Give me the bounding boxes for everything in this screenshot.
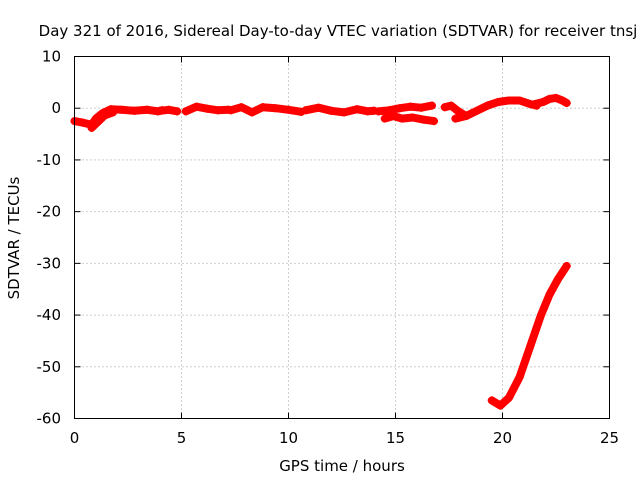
series-arc-12: [487, 261, 571, 410]
series-arc-2: [87, 108, 117, 132]
data-point: [408, 113, 417, 122]
data-point: [487, 396, 496, 405]
data-point: [226, 106, 235, 115]
x-tick-label: 0: [70, 429, 80, 447]
data-point: [515, 373, 524, 382]
data-point: [130, 106, 139, 115]
data-point: [248, 108, 257, 117]
data-point: [94, 117, 103, 126]
data-point: [427, 101, 436, 110]
x-tick-label: 15: [386, 429, 405, 447]
data-point: [539, 98, 548, 107]
x-tick-label: 25: [600, 429, 619, 447]
y-tick-label: -30: [37, 254, 62, 272]
y-tick-label: 10: [42, 48, 61, 66]
data-point: [537, 311, 546, 320]
chart-title: Day 321 of 2016, Sidereal Day-to-day VTE…: [39, 22, 638, 40]
data-point: [389, 111, 398, 120]
axis-ticks: 0 5 10 15 20 25 10 0 -10 -20 -30 -40 -50 -60: [37, 48, 620, 448]
data-point: [385, 106, 394, 115]
data-point: [271, 104, 280, 113]
data-point: [192, 102, 201, 111]
data-point: [173, 107, 182, 116]
series-arc-1: [70, 105, 167, 129]
y-tick-label: -40: [37, 306, 62, 324]
data-point: [314, 103, 323, 112]
y-tick-label: -60: [37, 410, 62, 428]
data-point: [181, 107, 190, 116]
data-point: [504, 96, 513, 105]
data-point: [554, 274, 563, 283]
data-point: [213, 106, 222, 115]
plot-frame: [74, 56, 610, 419]
y-tick-label: -10: [37, 151, 62, 169]
data-point: [530, 100, 539, 109]
data-point: [545, 290, 554, 299]
data-point: [352, 105, 361, 114]
data-point: [483, 101, 492, 110]
data-point: [447, 101, 456, 110]
data-point: [526, 342, 535, 351]
data-point: [558, 96, 567, 105]
data-point: [472, 106, 481, 115]
data-point: [419, 115, 428, 124]
data-point: [100, 111, 109, 120]
data-point: [562, 261, 571, 270]
data-point: [494, 98, 503, 107]
data-point: [340, 108, 349, 117]
x-tick-label: 5: [177, 429, 187, 447]
data-point: [545, 94, 554, 103]
data-point: [79, 118, 88, 127]
data-point: [327, 106, 336, 115]
data-point: [374, 107, 383, 116]
y-tick-label: 0: [51, 99, 61, 117]
x-tick-label: 10: [279, 429, 298, 447]
data-point: [453, 106, 462, 115]
data-point: [552, 93, 560, 102]
data-point: [203, 104, 212, 113]
data-point: [395, 104, 404, 113]
data-point: [87, 123, 96, 132]
y-tick-label: -20: [37, 203, 62, 221]
x-tick-label: 20: [493, 429, 512, 447]
data-point: [496, 401, 505, 410]
y-axis-label: SDTVAR / TECUs: [5, 176, 23, 299]
data-point: [562, 99, 571, 108]
data-point: [397, 114, 406, 123]
data-point: [284, 105, 293, 114]
data-point: [380, 114, 389, 123]
data-point: [406, 102, 415, 111]
data-point: [237, 103, 246, 112]
data-point: [143, 105, 152, 114]
data-point: [156, 106, 165, 115]
data-point: [515, 96, 524, 105]
data-point: [504, 393, 513, 402]
data-point: [462, 111, 471, 120]
data-point: [258, 103, 267, 112]
data-points: [70, 93, 571, 410]
data-point: [301, 106, 310, 115]
data-point: [440, 103, 449, 112]
data-point: [109, 108, 118, 117]
data-point: [117, 105, 126, 114]
data-point: [430, 117, 439, 126]
data-point: [417, 103, 426, 112]
data-point: [164, 105, 173, 114]
data-point: [451, 114, 460, 123]
x-axis-label: GPS time / hours: [279, 457, 405, 475]
y-tick-label: -50: [37, 358, 62, 376]
